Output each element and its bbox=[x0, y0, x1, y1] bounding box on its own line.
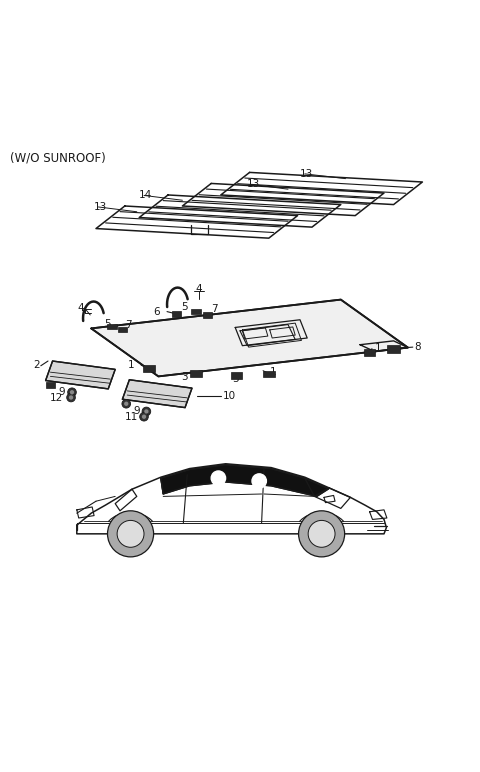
Text: 13: 13 bbox=[300, 169, 313, 179]
Text: 3: 3 bbox=[181, 372, 188, 382]
Polygon shape bbox=[46, 382, 55, 388]
Text: 12: 12 bbox=[50, 392, 63, 402]
Circle shape bbox=[144, 409, 149, 414]
Text: 5: 5 bbox=[181, 302, 188, 312]
Circle shape bbox=[108, 511, 154, 557]
Text: 1: 1 bbox=[128, 361, 134, 371]
Text: 4: 4 bbox=[196, 284, 203, 294]
Circle shape bbox=[308, 520, 335, 547]
Text: 7: 7 bbox=[211, 304, 218, 314]
Text: 13: 13 bbox=[94, 202, 107, 212]
Polygon shape bbox=[172, 311, 181, 317]
Text: 5: 5 bbox=[105, 319, 111, 329]
Circle shape bbox=[252, 474, 266, 488]
Text: 1: 1 bbox=[270, 367, 276, 377]
Text: 13: 13 bbox=[247, 179, 261, 189]
Text: 11: 11 bbox=[125, 411, 138, 422]
Circle shape bbox=[70, 390, 74, 394]
Circle shape bbox=[142, 407, 151, 416]
Circle shape bbox=[140, 412, 148, 421]
Text: (W/O SUNROOF): (W/O SUNROOF) bbox=[10, 152, 105, 164]
Text: 8: 8 bbox=[415, 342, 421, 352]
Polygon shape bbox=[263, 371, 275, 378]
Text: 7: 7 bbox=[125, 320, 132, 330]
Polygon shape bbox=[91, 300, 408, 377]
Text: 6: 6 bbox=[154, 306, 160, 317]
Polygon shape bbox=[107, 323, 117, 330]
Text: 9: 9 bbox=[133, 406, 140, 416]
Polygon shape bbox=[364, 349, 375, 356]
Polygon shape bbox=[231, 372, 242, 379]
Polygon shape bbox=[190, 370, 202, 377]
Polygon shape bbox=[143, 365, 155, 371]
Text: 14: 14 bbox=[139, 191, 153, 201]
Polygon shape bbox=[122, 380, 192, 408]
Text: 9: 9 bbox=[58, 388, 65, 398]
Polygon shape bbox=[46, 361, 115, 389]
Circle shape bbox=[67, 393, 75, 402]
Circle shape bbox=[122, 399, 131, 408]
Polygon shape bbox=[387, 344, 400, 353]
Text: 10: 10 bbox=[223, 391, 236, 401]
Polygon shape bbox=[161, 465, 329, 496]
Text: 2: 2 bbox=[33, 361, 40, 371]
Text: 4: 4 bbox=[78, 303, 84, 313]
Circle shape bbox=[142, 415, 146, 419]
Text: 1: 1 bbox=[374, 343, 381, 353]
Polygon shape bbox=[191, 309, 201, 314]
Circle shape bbox=[69, 395, 73, 400]
Circle shape bbox=[124, 401, 129, 406]
Polygon shape bbox=[118, 327, 127, 332]
Circle shape bbox=[117, 520, 144, 547]
Circle shape bbox=[299, 511, 345, 557]
Polygon shape bbox=[203, 313, 212, 317]
Circle shape bbox=[211, 471, 226, 486]
Circle shape bbox=[68, 388, 76, 397]
Text: 3: 3 bbox=[232, 374, 239, 384]
